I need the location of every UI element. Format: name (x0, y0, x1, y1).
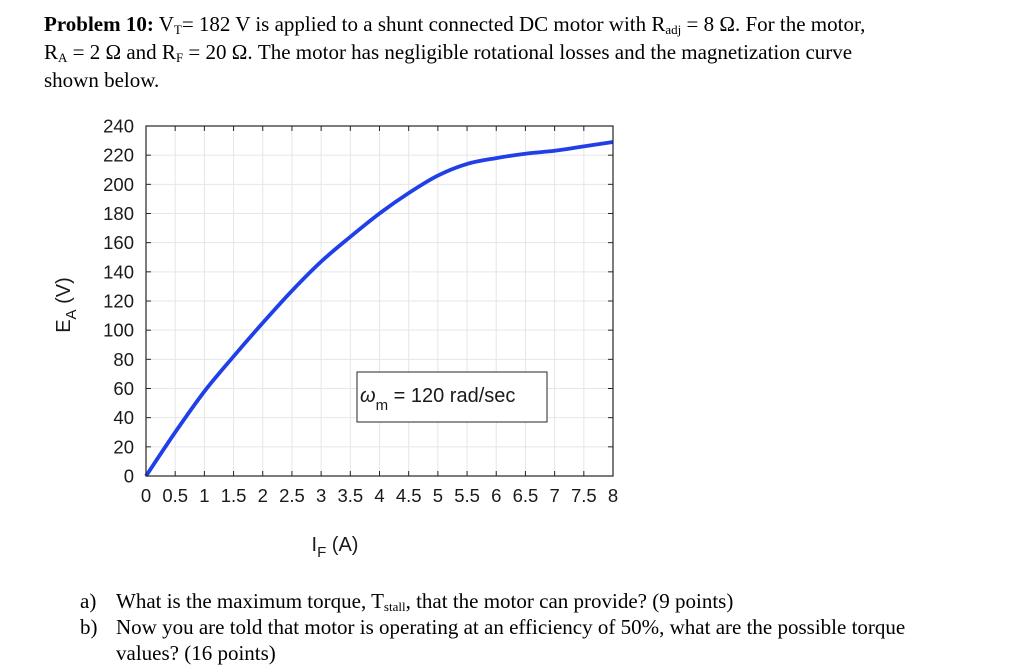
x-tick-label: 0.5 (162, 485, 188, 506)
question-a: a) What is the maximum torque, Tstall, t… (80, 588, 960, 614)
x-axis-label: IF (A) (312, 534, 359, 561)
y-label-main: E (53, 319, 75, 332)
x-tick-label: 5 (433, 485, 443, 506)
radj-text: = 8 Ω. For the motor, (686, 12, 866, 36)
x-tick-label: 7 (549, 485, 559, 506)
ra-symbol: R (44, 40, 59, 64)
rf-text: = 20 Ω. The motor has negligible rotatio… (188, 40, 853, 64)
x-tick-label: 3.5 (337, 485, 363, 506)
y-tick-label: 40 (113, 407, 134, 428)
x-label-unit: (A) (326, 534, 358, 556)
y-tick-label: 20 (113, 436, 134, 457)
y-tick-label: 80 (113, 349, 134, 370)
x-tick-label: 5.5 (454, 485, 480, 506)
questions: a) What is the maximum torque, Tstall, t… (80, 588, 960, 666)
svg-text:ωm = 120 rad/sec: ωm = 120 rad/sec (360, 385, 515, 414)
radj-subscript: adj (665, 22, 682, 37)
magnetization-chart: 0 0.5 1 1.5 2 2.5 3 3.5 4 4.5 5 5.5 6 6.5 7 7.5 8 0 20 40 6… (53, 116, 618, 562)
vt-subscript: T (173, 22, 182, 37)
rf-subscript: F (175, 50, 184, 65)
problem-statement: Problem 10: VT= 182 V is applied to a sh… (44, 10, 1004, 94)
y-tick-label: 120 (103, 291, 134, 312)
question-subscript: stall (383, 599, 406, 614)
x-tick-label: 1.5 (221, 485, 247, 506)
series-layer (144, 140, 614, 478)
y-tick-label: 240 (103, 116, 134, 137)
annotation-subscript: m (376, 397, 389, 414)
x-tick-label: 7.5 (571, 485, 597, 506)
y-tick-label: 220 (103, 145, 134, 166)
y-tick-labels: 0 20 40 60 80 100 120 140 160 180 200 220 240 (103, 116, 134, 487)
y-tick-label: 100 (103, 320, 134, 341)
annotation-text: = 120 rad/sec (388, 385, 515, 407)
plot-frame (145, 125, 614, 477)
question-text-post: , that the motor can provide? (9 points) (405, 589, 734, 613)
x-label-sub: F (317, 544, 326, 561)
problem-line-1: Problem 10: VT= 182 V is applied to a sh… (44, 10, 1004, 38)
y-tick-label: 160 (103, 232, 134, 253)
tick-layer (145, 125, 614, 477)
y-tick-label: 140 (103, 261, 134, 282)
question-letter: b) (80, 615, 98, 639)
magnetization-figure: 0 0.5 1 1.5 2 2.5 3 3.5 4 4.5 5 5.5 6 6.5 7 7.5 8 0 20 40 6… (40, 110, 660, 570)
x-tick-label: 4.5 (396, 485, 422, 506)
y-label-unit: (V) (53, 277, 75, 309)
question-letter: a) (80, 589, 97, 613)
x-tick-label: 1 (199, 485, 209, 506)
question-text: Now you are told that motor is operating… (116, 615, 906, 665)
x-tick-label: 0 (141, 485, 151, 506)
grid-layer (145, 125, 614, 477)
x-tick-label: 2.5 (279, 485, 305, 506)
x-tick-label: 8 (608, 485, 618, 506)
x-tick-label: 3 (316, 485, 326, 506)
x-tick-label: 4 (374, 485, 384, 506)
vt-symbol: V (158, 12, 174, 36)
question-text: What is the maximum torque, T (116, 589, 384, 613)
y-label-sub: A (63, 309, 80, 319)
problem-label: Problem 10: (44, 12, 154, 36)
y-tick-label: 0 (124, 466, 134, 487)
x-label-main: I (312, 534, 318, 556)
y-axis-label: EA (V) (53, 277, 80, 333)
x-tick-label: 6.5 (513, 485, 539, 506)
x-tick-label: 2 (258, 485, 268, 506)
y-tick-label: 200 (103, 174, 134, 195)
annotation-box: ωm = 120 rad/sec (356, 371, 548, 423)
y-tick-label: 60 (113, 378, 134, 399)
annotation-symbol: ω (360, 385, 376, 407)
question-b: b) Now you are told that motor is operat… (80, 614, 960, 666)
vt-text: = 182 V is applied to a shunt connected … (181, 12, 666, 36)
ra-subscript: A (58, 50, 68, 65)
problem-line-3: shown below. (44, 68, 160, 92)
magnetization-curve (144, 140, 614, 478)
x-tick-labels: 0 0.5 1 1.5 2 2.5 3 3.5 4 4.5 5 5.5 6 6.5 7 7.5 8 (141, 485, 618, 506)
problem-line-2: RA = 2 Ω and RF = 20 Ω. The motor has ne… (44, 38, 1004, 66)
ra-text: = 2 Ω and R (72, 40, 176, 64)
x-tick-label: 6 (491, 485, 501, 506)
y-tick-label: 180 (103, 203, 134, 224)
